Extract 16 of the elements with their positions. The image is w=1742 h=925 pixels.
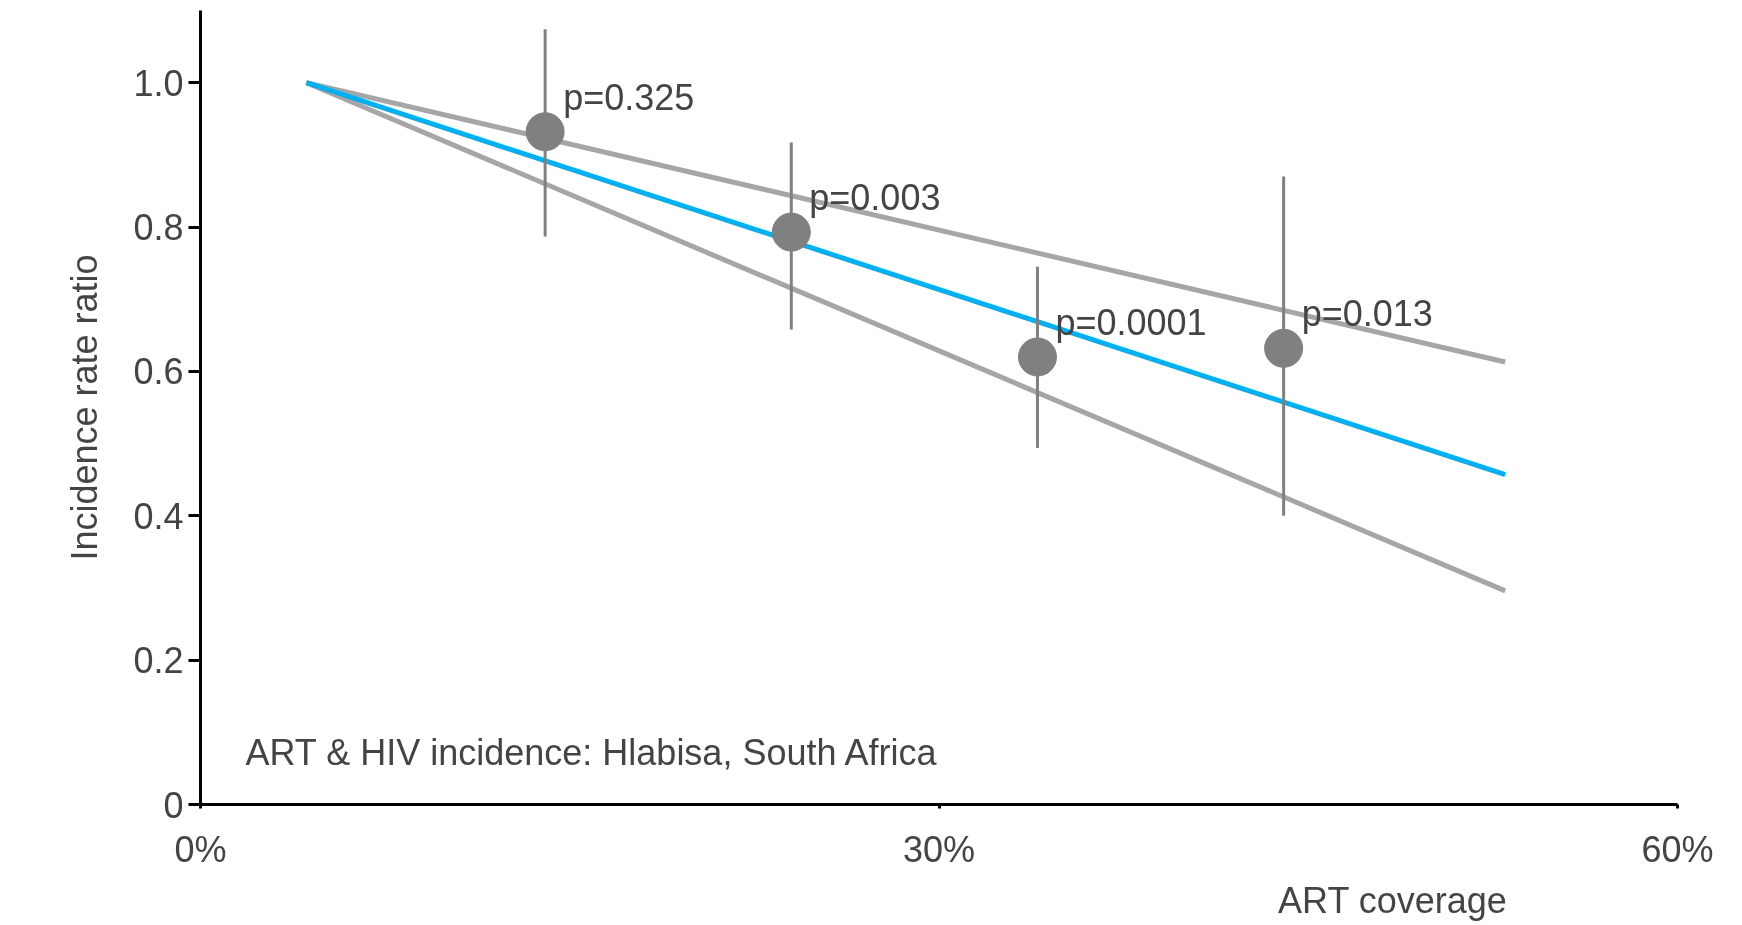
x-tick-label: 60% — [1641, 828, 1714, 870]
annotation: p=0.003 — [809, 177, 941, 219]
y-tick-label: 0.8 — [133, 207, 184, 249]
annotation: p=0.325 — [563, 76, 695, 118]
y-tick-label: 0 — [163, 784, 184, 826]
y-tick-label: 0.2 — [133, 640, 184, 682]
y-tick-label: 0.6 — [133, 351, 184, 393]
annotation: ART & HIV incidence: Hlabisa, South Africa — [245, 731, 938, 773]
y-tick-label: 0.4 — [133, 495, 184, 537]
annotation: p=0.013 — [1301, 293, 1433, 335]
x-axis-title: ART coverage — [1278, 879, 1507, 921]
y-axis-title: Incidence rate ratio — [64, 254, 106, 561]
x-tick-label: 30% — [902, 828, 976, 870]
annotation: p=0.0001 — [1055, 301, 1207, 343]
y-tick-label: 1.0 — [133, 62, 184, 104]
x-tick-label: 0% — [174, 828, 227, 870]
